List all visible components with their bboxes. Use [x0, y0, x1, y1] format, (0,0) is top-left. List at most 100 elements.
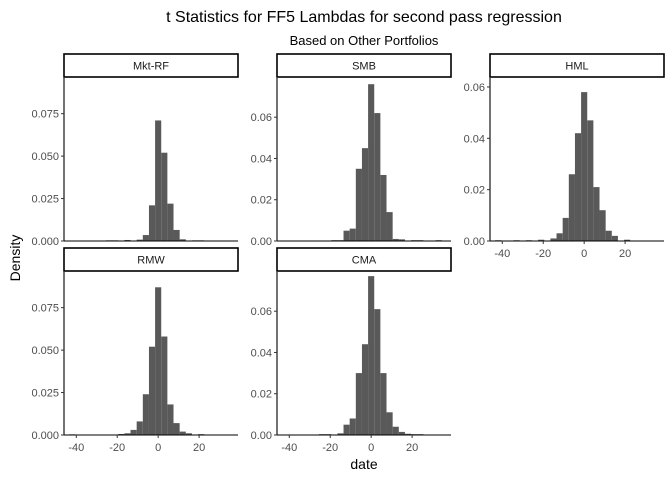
histogram-bar [148, 346, 156, 435]
histogram-bar [386, 412, 393, 435]
histogram-bar [161, 336, 168, 435]
x-tick-label: -40 [68, 442, 84, 454]
histogram-bar [173, 229, 180, 241]
histogram-bar [611, 235, 618, 241]
histogram-bar [136, 239, 143, 241]
panel-cma: CMA 0.00 0.02 0.04 0.06 -40 -20 0 20 [251, 247, 452, 454]
y-tick-label: 0.000 [31, 236, 59, 248]
x-tick-label: -40 [494, 248, 510, 260]
x-tick-label: 20 [619, 248, 631, 260]
histogram-bar [124, 433, 131, 435]
histogram-bar [161, 152, 168, 241]
y-tick-label: 0.02 [251, 389, 272, 401]
histogram-bar [386, 212, 393, 241]
chart-subtitle: Based on Other Portfolios [290, 33, 439, 48]
y-tick-label: 0.04 [464, 133, 485, 145]
strip-box [489, 53, 665, 78]
histogram-bar [361, 344, 369, 435]
histogram-bar [380, 174, 387, 241]
histogram-bar [343, 230, 350, 241]
histogram-bar [361, 148, 369, 241]
strip-box [63, 53, 239, 78]
y-tick-label: 0.00 [251, 236, 272, 248]
histogram-bar [599, 210, 606, 241]
histogram-bar [349, 418, 356, 435]
histogram-bar [142, 235, 149, 241]
x-tick-label: -40 [281, 442, 297, 454]
histogram-bar [587, 120, 594, 241]
x-tick-label: -20 [535, 248, 551, 260]
y-tick-label: 0.04 [251, 153, 272, 165]
x-tick-label: -20 [109, 442, 125, 454]
histogram-bar [392, 238, 399, 241]
y-axis-title: Density [7, 235, 23, 282]
panel-rmw: RMW 0.000 0.025 0.050 0.075 -40 -20 0 20 [31, 247, 239, 454]
x-tick-label: 0 [155, 442, 161, 454]
strip-label: CMA [352, 255, 377, 267]
y-tick-label: 0.04 [251, 347, 272, 359]
histogram-bar [355, 373, 362, 435]
histogram-bar [136, 421, 143, 435]
y-tick-label: 0.02 [464, 185, 485, 197]
panel-hml: HML 0.00 0.02 0.04 0.06 -40 -20 0 20 [464, 53, 665, 260]
histogram-bar [179, 431, 186, 435]
y-tick-label: 0.075 [31, 303, 59, 315]
histogram-bar [605, 230, 612, 241]
histogram-bar [368, 84, 375, 241]
x-tick-label: 20 [406, 442, 418, 454]
histogram-bar [550, 238, 557, 241]
histogram-bar [173, 423, 180, 435]
x-tick-label: -20 [322, 442, 338, 454]
histogram-bar [343, 424, 350, 435]
strip-label: SMB [352, 61, 376, 73]
panel-mkt-rf: Mkt-RF 0.000 0.025 0.050 0.075 [31, 53, 239, 248]
facet-panels: Mkt-RF0.0000.0250.0500.075SMB0.000.020.0… [31, 53, 665, 454]
histogram-bar [155, 287, 162, 435]
y-tick-label: 0.025 [31, 388, 59, 400]
y-tick-label: 0.02 [251, 195, 272, 207]
histogram-bar [374, 113, 381, 241]
y-tick-label: 0.000 [31, 430, 59, 442]
histogram-bar [581, 92, 588, 242]
histogram-bar [398, 431, 405, 435]
strip-label: Mkt-RF [133, 61, 169, 73]
y-tick-label: 0.00 [464, 236, 485, 248]
histogram-bar [568, 174, 575, 241]
histogram-bar [130, 429, 137, 435]
y-tick-label: 0.06 [251, 306, 272, 318]
y-tick-label: 0.050 [31, 345, 59, 357]
histogram-bar [179, 239, 186, 241]
histogram-bar [185, 433, 192, 435]
strip-box [63, 247, 239, 272]
strip-box [276, 53, 452, 78]
histogram-bar [404, 433, 412, 435]
histogram-bar [167, 404, 174, 435]
chart-title: t Statistics for FF5 Lambdas for second … [166, 9, 562, 26]
y-tick-label: 0.06 [464, 82, 485, 94]
y-tick-label: 0.025 [31, 194, 59, 206]
histogram-bar [337, 433, 344, 435]
x-tick-label: 20 [193, 442, 205, 454]
histogram-bar [574, 133, 582, 241]
y-tick-label: 0.075 [31, 109, 59, 121]
histogram-bar [148, 205, 156, 241]
histogram-bar [538, 239, 545, 241]
histogram-bar [593, 187, 600, 241]
x-tick-label: 0 [368, 442, 374, 454]
histogram-bar [155, 120, 162, 241]
x-tick-label: 0 [581, 248, 587, 260]
histogram-bar [374, 309, 381, 435]
y-tick-label: 0.00 [251, 430, 272, 442]
strip-label: RMW [137, 255, 165, 267]
histogram-bar [355, 168, 362, 241]
histogram-bar [556, 233, 563, 241]
histogram-bar [142, 394, 149, 435]
panel-smb: SMB 0.00 0.02 0.04 0.06 [251, 53, 452, 248]
histogram-bar [167, 203, 174, 241]
histogram-bar [562, 217, 569, 241]
histogram-bar [380, 373, 387, 435]
histogram-bar [392, 426, 399, 435]
strip-label: HML [565, 61, 588, 73]
histogram-bar [368, 276, 375, 435]
